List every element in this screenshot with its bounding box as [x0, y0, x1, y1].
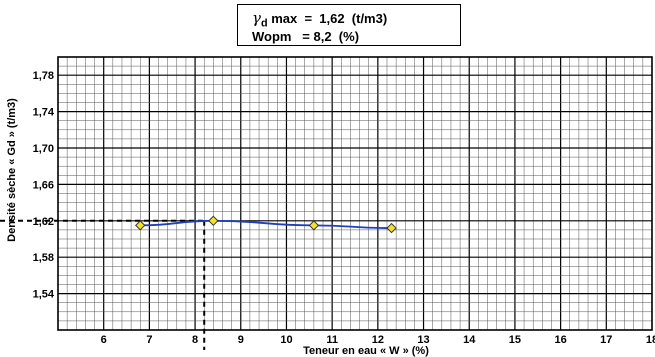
- max-density-line: γd max = 1,62 (t/m3): [252, 9, 387, 30]
- series: [135, 215, 397, 234]
- y-tick-label: 1,62: [33, 216, 54, 228]
- x-tick-label: 13: [417, 334, 429, 346]
- y-tick-labels: 1,54 1,58 1,62 1,66 1,70 1,74 1,78: [33, 70, 55, 300]
- x-tick-label: 17: [600, 334, 612, 346]
- y-tick-label: 1,66: [33, 179, 54, 191]
- x-tick-label: 6: [101, 334, 107, 346]
- x-axis-title: Teneur en eau « W » (%): [303, 345, 429, 357]
- x-tick-label: 14: [463, 334, 476, 346]
- data-point: [386, 222, 397, 234]
- x-tick-label: 11: [326, 334, 338, 346]
- data-point: [308, 220, 320, 231]
- gamma-symbol: γ: [252, 9, 261, 27]
- x-tick-label: 9: [238, 334, 244, 346]
- y-axis-title: Densité sèche « Gd » (t/m3): [6, 98, 18, 242]
- max-density-text: max = 1,62 (t/m3): [267, 11, 388, 26]
- x-tick-label: 7: [146, 334, 152, 346]
- y-tick-label: 1,74: [33, 107, 55, 119]
- x-tick-label: 8: [192, 334, 198, 346]
- y-tick-label: 1,70: [33, 143, 54, 155]
- y-tick-label: 1,78: [33, 70, 54, 82]
- data-point: [208, 215, 219, 227]
- plot-frame: [57, 56, 653, 331]
- x-tick-label: 16: [554, 334, 566, 346]
- gamma-subscript: d: [260, 17, 268, 30]
- optimum-lines: [0, 219, 206, 350]
- grid: [58, 57, 652, 330]
- x-tick-label: 10: [280, 334, 292, 346]
- y-tick-label: 1,58: [33, 252, 54, 264]
- y-tick-label: 1,54: [33, 289, 55, 301]
- optimum-water-line: Wopm = 8,2 (%): [252, 29, 360, 44]
- series-line: [140, 219, 392, 229]
- x-tick-label: 12: [372, 334, 384, 346]
- x-tick-labels: 6 7 8 9 10 11 12 13 14 15 16 17 18: [101, 334, 655, 346]
- results-box: γd max = 1,62 (t/m3) Wopm = 8,2 (%): [237, 4, 461, 46]
- x-tick-label: 18: [646, 334, 655, 346]
- x-tick-label: 15: [509, 334, 521, 346]
- plot-border: [57, 56, 653, 331]
- data-point: [135, 220, 146, 231]
